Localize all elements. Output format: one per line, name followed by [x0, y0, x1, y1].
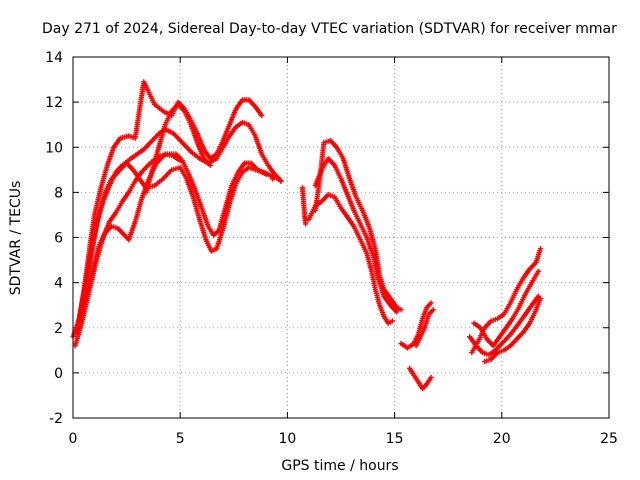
y-axis-label: SDTVAR / TECUs: [8, 181, 24, 296]
y-tick-label: 10: [45, 140, 63, 156]
y-tick-label: 6: [54, 231, 63, 247]
data-point: [428, 374, 434, 380]
series-track-n: [413, 307, 436, 349]
series-track-h: [299, 185, 309, 227]
y-tick-label: 12: [45, 95, 63, 111]
series-track-g: [269, 173, 284, 184]
y-tick-label: 2: [54, 321, 63, 337]
data-point: [177, 158, 183, 164]
data-point: [398, 307, 404, 313]
series-track-r: [482, 295, 543, 365]
y-tick-label: 4: [54, 276, 63, 292]
chart-title: Day 271 of 2024, Sidereal Day-to-day VTE…: [42, 21, 617, 37]
series-track-p: [469, 246, 543, 356]
data-point: [428, 300, 434, 306]
grid-layer: [73, 57, 609, 418]
x-tick-label: 10: [278, 431, 296, 447]
data-point: [430, 307, 436, 313]
data-point: [394, 309, 400, 315]
data-point: [303, 221, 309, 227]
data-point: [259, 113, 265, 119]
x-tick-label: 0: [69, 431, 78, 447]
x-tick-label: 25: [600, 431, 618, 447]
series-track-j: [312, 155, 400, 315]
x-tick-label: 5: [176, 431, 185, 447]
plot-frame: [72, 56, 610, 419]
x-tick-label: 20: [493, 431, 511, 447]
data-point: [207, 162, 213, 168]
x-tick-label: 15: [386, 431, 404, 447]
axis-ticks: 0 5 10 15 20 25 -2 0 2 4 6 8 10 12 14: [45, 50, 618, 447]
y-tick-label: 0: [54, 366, 63, 382]
data-point: [535, 268, 541, 274]
series-track-m: [407, 365, 434, 392]
data-point: [537, 295, 543, 302]
data-points: [70, 79, 543, 392]
x-axis-label: GPS time / hours: [281, 458, 398, 474]
data-point: [263, 171, 269, 177]
y-tick-label: 8: [54, 185, 63, 201]
series-track-q: [471, 268, 541, 349]
series-track-k: [306, 192, 396, 326]
series-track-f: [143, 101, 213, 195]
data-point: [389, 318, 396, 324]
data-point: [278, 178, 284, 184]
y-tick-label: 14: [45, 50, 63, 66]
data-point: [537, 246, 543, 252]
y-tick-label: -2: [49, 411, 63, 427]
series-track-l: [398, 300, 434, 351]
